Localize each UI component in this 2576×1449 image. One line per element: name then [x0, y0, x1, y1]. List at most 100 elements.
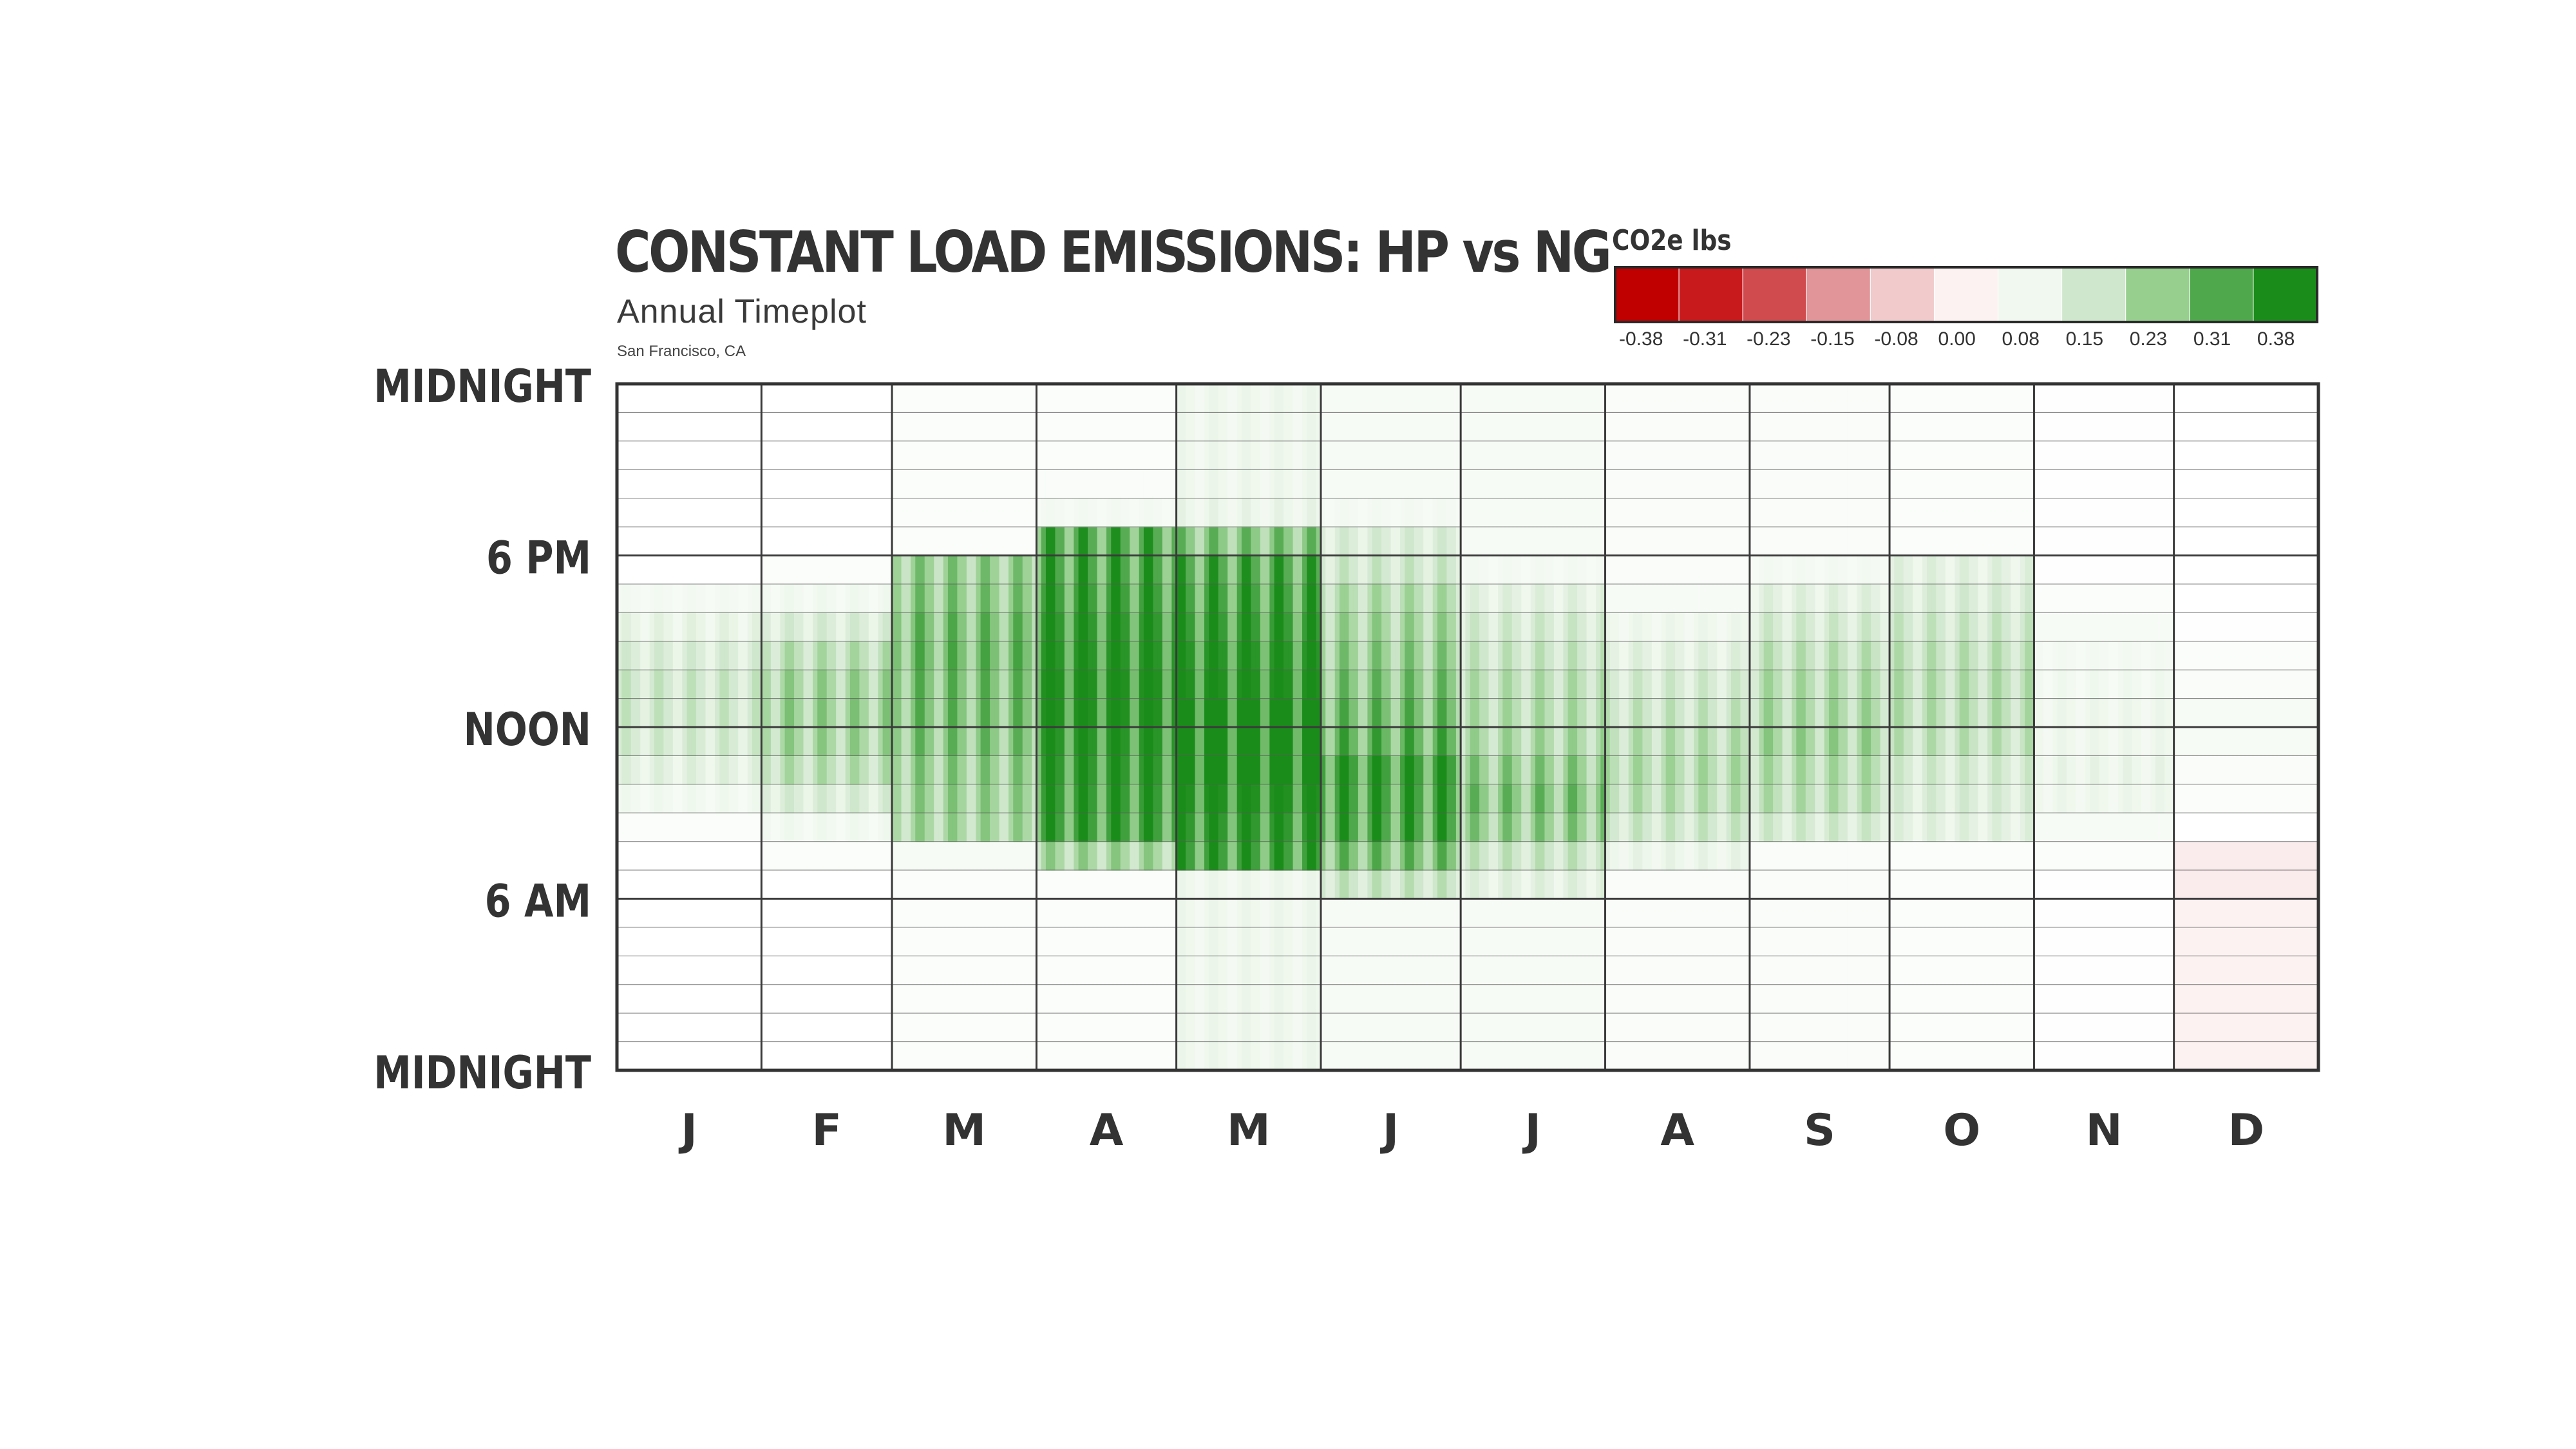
heatmap-cell [864, 985, 869, 1014]
heatmap-cell [1502, 727, 1508, 756]
heatmap-cell [696, 699, 701, 728]
heatmap-cell [1465, 556, 1470, 585]
heatmap-cell [1283, 956, 1289, 985]
heatmap-cell [1223, 1013, 1228, 1042]
heatmap-cell [1493, 927, 1499, 956]
heatmap-cell [976, 842, 981, 871]
heatmap-cell [1312, 670, 1317, 699]
heatmap-cell [1130, 469, 1135, 498]
heatmap-cell [1218, 784, 1224, 813]
heatmap-cell [1377, 1042, 1382, 1071]
heatmap-cell [1013, 899, 1018, 928]
heatmap-cell [1540, 1042, 1545, 1071]
heatmap-cell [943, 1013, 949, 1042]
heatmap-cell [682, 527, 687, 556]
heatmap-cell [692, 441, 697, 470]
heatmap-cell [817, 412, 822, 441]
heatmap-cell [878, 612, 883, 641]
heatmap-cell [1354, 985, 1359, 1014]
heatmap-cell [794, 498, 799, 527]
heatmap-cell [1563, 584, 1568, 613]
heatmap-cell [1195, 956, 1200, 985]
heatmap-cell [1204, 927, 1209, 956]
heatmap-cell [1204, 784, 1209, 813]
heatmap-cell [1502, 469, 1508, 498]
heatmap-cell [1144, 842, 1149, 871]
heatmap-cell [1269, 985, 1274, 1014]
heatmap-cell [1465, 727, 1470, 756]
heatmap-cell [1242, 956, 1247, 985]
heatmap-cell [1134, 612, 1139, 641]
heatmap-cell [1102, 985, 1107, 1014]
heatmap-cell [1377, 441, 1382, 470]
heatmap-cell [785, 755, 790, 784]
heatmap-cell [1437, 699, 1443, 728]
heatmap-cell [668, 985, 674, 1014]
heatmap-cell [981, 441, 986, 470]
heatmap-cell [864, 670, 869, 699]
heatmap-cell [1279, 556, 1284, 585]
heatmap-cell [1446, 699, 1452, 728]
heatmap-cell [967, 527, 972, 556]
heatmap-cell [1484, 727, 1489, 756]
heatmap-cell [1302, 469, 1307, 498]
heatmap-cell [938, 784, 943, 813]
heatmap-cell [1097, 1042, 1103, 1071]
heatmap-cell [859, 727, 864, 756]
heatmap-cell [878, 384, 883, 413]
heatmap-cell [1125, 1013, 1130, 1042]
heatmap-cell [729, 870, 734, 899]
heatmap-cell [1423, 441, 1428, 470]
heatmap-cell [794, 641, 799, 670]
heatmap-cell [1023, 584, 1028, 613]
heatmap-cell [1433, 899, 1438, 928]
heatmap-cell [780, 755, 785, 784]
heatmap-cell [1018, 612, 1023, 641]
heatmap-cell [631, 1042, 636, 1071]
heatmap-cell [1363, 813, 1368, 842]
heatmap-cell [831, 527, 837, 556]
heatmap-cell [1419, 755, 1424, 784]
heatmap-cell [1465, 985, 1470, 1014]
heatmap-cell [1381, 1042, 1387, 1071]
heatmap-cell [682, 584, 687, 613]
heatmap-cell [1046, 612, 1051, 641]
heatmap-cell [1218, 899, 1224, 928]
heatmap-cell [1367, 641, 1372, 670]
heatmap-cell [1410, 813, 1415, 842]
heatmap-cell [840, 441, 846, 470]
heatmap-cell [1419, 1042, 1424, 1071]
heatmap-cell [1470, 842, 1475, 871]
heatmap-cell [929, 584, 934, 613]
heatmap-cell [687, 441, 692, 470]
heatmap-cell [1489, 498, 1494, 527]
heatmap-cell [1372, 670, 1378, 699]
heatmap-cell [1041, 584, 1046, 613]
heatmap-cell [1209, 727, 1214, 756]
heatmap-cell [1046, 784, 1051, 813]
heatmap-cell [1116, 699, 1121, 728]
heatmap-cell [1549, 842, 1555, 871]
heatmap-cell [1414, 870, 1419, 899]
heatmap-cell [1298, 870, 1303, 899]
heatmap-cell [911, 956, 916, 985]
heatmap-cell [1484, 956, 1489, 985]
heatmap-cell [1428, 670, 1433, 699]
heatmap-cell [1144, 612, 1149, 641]
heatmap-cell [668, 612, 674, 641]
heatmap-cell [659, 469, 664, 498]
heatmap-cell [687, 699, 692, 728]
heatmap-cell [682, 612, 687, 641]
heatmap-cell [1358, 956, 1363, 985]
heatmap-cell [831, 612, 837, 641]
heatmap-cell [1452, 985, 1457, 1014]
heatmap-cell [938, 1013, 943, 1042]
heatmap-cell [1549, 412, 1555, 441]
heatmap-cell [1283, 699, 1289, 728]
heatmap-cell [1227, 498, 1233, 527]
heatmap-cell [1372, 584, 1378, 613]
heatmap-cell [817, 956, 822, 985]
heatmap-cell [673, 612, 678, 641]
heatmap-cell [1195, 441, 1200, 470]
heatmap-cell [869, 670, 874, 699]
